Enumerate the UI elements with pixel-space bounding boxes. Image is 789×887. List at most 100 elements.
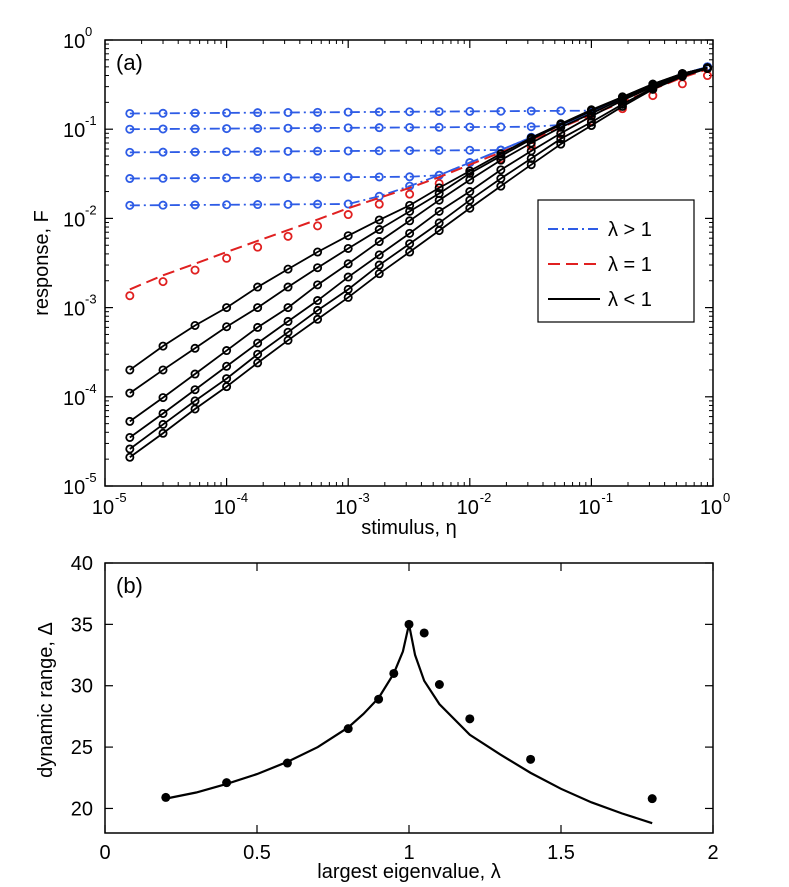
y-tick-label: 20 — [71, 798, 93, 820]
data-point-below — [343, 284, 353, 294]
data-point-above — [405, 172, 415, 182]
x-tick-label: 10 — [92, 497, 114, 519]
data-point-above — [158, 173, 168, 183]
data-point-above — [343, 199, 353, 209]
data-point-below — [556, 128, 566, 138]
data-point-below — [253, 322, 263, 332]
data-point-below — [190, 343, 200, 353]
data-point-below — [496, 174, 506, 184]
data-point-above — [222, 108, 232, 118]
data-point-below — [190, 404, 200, 414]
data-point-below — [313, 305, 323, 315]
simulation-point — [282, 758, 292, 768]
x-tick-label: 10 — [457, 497, 479, 519]
data-point-below — [190, 320, 200, 330]
data-point-above — [465, 106, 475, 116]
data-point-above — [158, 108, 168, 118]
data-point-above — [253, 200, 263, 210]
data-point-above — [313, 172, 323, 182]
data-point-above — [496, 106, 506, 116]
data-point-below — [283, 316, 293, 326]
data-point-above — [222, 173, 232, 183]
data-point-above — [125, 124, 135, 134]
data-point-below — [648, 79, 658, 89]
panel-a-tick-labels: 10 -5 10 -4 10 -3 10 -2 10 -1 10 010 -510 -410 -310 -21… — [63, 24, 730, 519]
data-point-above — [222, 124, 232, 134]
data-point-below — [434, 183, 444, 193]
data-point-below — [586, 117, 596, 127]
data-point-above — [374, 123, 384, 133]
data-point-above — [374, 107, 384, 117]
data-point-below — [158, 365, 168, 375]
data-point-below — [405, 200, 415, 210]
data-point-below — [556, 139, 566, 149]
x-tick-label-exponent: -1 — [601, 490, 613, 505]
panel-a-data — [125, 62, 712, 462]
data-point-above — [190, 200, 200, 210]
data-point-below — [405, 206, 415, 216]
data-point-above — [190, 173, 200, 183]
data-point-below — [313, 280, 323, 290]
data-point-below — [253, 338, 263, 348]
data-point-below — [125, 388, 135, 398]
data-point-below — [125, 452, 135, 462]
data-point-above — [253, 173, 263, 183]
data-point-critical — [405, 189, 415, 199]
panel-b-ylabel: dynamic range, Δ — [35, 622, 57, 778]
simulation-point — [343, 724, 353, 734]
data-point-above — [158, 124, 168, 134]
data-point-below — [374, 215, 384, 225]
data-point-below — [374, 269, 384, 279]
data-point-below — [526, 160, 536, 170]
panel-b-frame — [104, 562, 714, 834]
data-point-above — [125, 147, 135, 157]
y-tick-label-exponent: -2 — [85, 202, 97, 217]
data-point-below — [283, 264, 293, 274]
data-point-below — [343, 272, 353, 282]
data-point-above — [190, 124, 200, 134]
data-point-below — [253, 358, 263, 368]
data-point-below — [556, 119, 566, 129]
data-point-below — [496, 149, 506, 159]
data-point-below — [313, 314, 323, 324]
data-point-critical — [158, 277, 168, 287]
data-point-above — [526, 106, 536, 116]
panel-b: (b) 0 0.5 1 1.5 2 20 25 30 35 40 largest eigenval… — [35, 553, 719, 883]
data-point-below — [374, 260, 384, 270]
panel-b-xlabel: largest eigenvalue, λ — [317, 861, 500, 883]
data-point-above — [405, 107, 415, 117]
data-point-below — [253, 349, 263, 359]
series-line-critical — [129, 68, 708, 291]
x-tick-label-exponent: -5 — [115, 490, 127, 505]
data-point-above — [343, 107, 353, 117]
data-point-above — [253, 123, 263, 133]
data-point-critical — [343, 210, 353, 220]
panel-b-tick-labels: 0 0.5 1 1.5 2 20 25 30 35 40 — [71, 553, 719, 864]
panel-b-label: (b) — [116, 573, 143, 598]
panel-b-background — [105, 563, 713, 833]
data-point-above — [283, 146, 293, 156]
x-tick-label-exponent: -4 — [237, 490, 249, 505]
data-point-critical — [313, 221, 323, 231]
simulation-point — [222, 778, 232, 788]
data-point-below — [405, 247, 415, 257]
data-point-above — [283, 107, 293, 117]
data-point-above — [434, 122, 444, 132]
data-point-critical — [190, 265, 200, 275]
series-line-below-0.95 — [129, 66, 708, 371]
data-point-above — [496, 122, 506, 132]
data-point-below — [374, 237, 384, 247]
data-point-below — [465, 195, 475, 205]
y-tick-label-exponent: -4 — [85, 381, 97, 396]
y-tick-label: 10 — [63, 31, 85, 53]
legend-label-below: λ < 1 — [608, 289, 652, 311]
data-point-above — [283, 173, 293, 183]
data-point-below — [222, 374, 232, 384]
y-tick-label-exponent: -1 — [85, 113, 97, 128]
y-tick-label: 25 — [71, 737, 93, 759]
data-point-above — [125, 108, 135, 118]
y-tick-label: 10 — [63, 388, 85, 410]
data-point-below — [158, 393, 168, 403]
series-line-below-0.6 — [129, 67, 708, 439]
x-tick-label-exponent: -3 — [358, 490, 370, 505]
